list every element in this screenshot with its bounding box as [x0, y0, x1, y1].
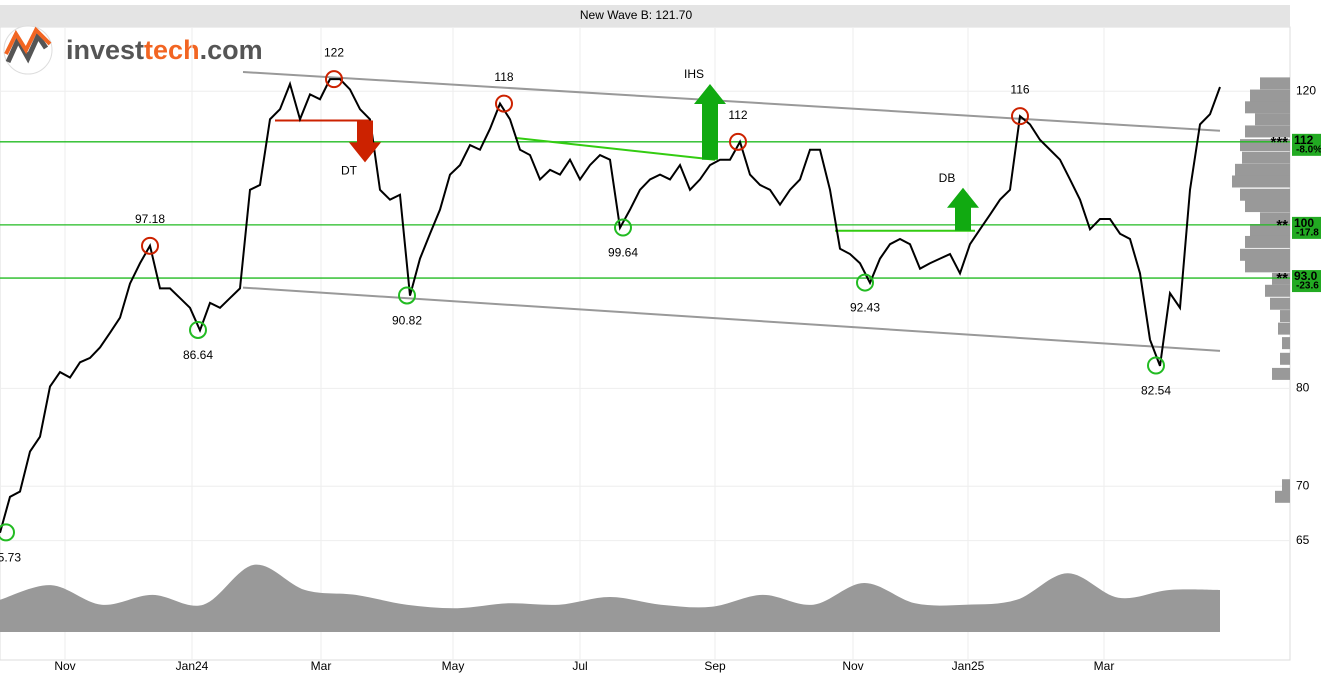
profile-bar	[1280, 310, 1290, 323]
extreme-marker	[325, 70, 343, 89]
trend-line	[514, 136, 716, 161]
level-stars: **	[1276, 217, 1288, 234]
profile-bar	[1282, 479, 1290, 492]
profile-bar	[1265, 284, 1290, 297]
extreme-marker	[1147, 356, 1165, 375]
header-bar	[0, 5, 1290, 27]
profile-bar	[1272, 367, 1290, 380]
logo-zigzag-accent	[4, 26, 52, 55]
extreme-marker	[614, 218, 632, 237]
profile-bar	[1260, 212, 1290, 225]
profile-bar	[1255, 113, 1290, 126]
volume-area	[0, 564, 1220, 632]
extreme-label: 65.73	[0, 551, 21, 565]
price-line	[0, 78, 1221, 533]
profile-bar	[1240, 188, 1290, 201]
level-label: 93.0	[1294, 269, 1318, 283]
signal-arrow	[349, 120, 381, 163]
x-tick-label: Nov	[842, 659, 863, 673]
profile-bar	[1250, 89, 1290, 102]
profile-bar	[1232, 175, 1290, 188]
profile-bar	[1245, 260, 1290, 273]
logo-part: tech	[144, 35, 200, 65]
extreme-marker	[0, 523, 15, 542]
profile-bar	[1282, 337, 1290, 350]
x-tick-label: Sep	[704, 659, 726, 673]
x-tick-label: Jan25	[952, 659, 985, 673]
profile-bar	[1240, 248, 1290, 261]
header-title: New Wave B: 121.70	[580, 8, 693, 22]
profile-bar	[1275, 490, 1290, 503]
profile-bar	[1242, 151, 1290, 164]
x-tick-label: Mar	[1094, 659, 1115, 673]
plot-area	[0, 26, 1291, 661]
profile-bar	[1270, 297, 1290, 310]
signal-label: DT	[341, 164, 358, 178]
y-tick-label: 80	[1296, 381, 1310, 395]
extreme-label: 99.64	[608, 246, 638, 260]
profile-bar	[1278, 322, 1290, 335]
y-tick-label: 70	[1296, 478, 1310, 492]
profile-bar	[1272, 272, 1290, 285]
signal-label: IHS	[684, 67, 704, 81]
level-change: -17.8	[1296, 228, 1319, 239]
y-tick-label: 120	[1296, 83, 1316, 97]
x-tick-label: Nov	[54, 659, 75, 673]
extreme-marker	[856, 273, 874, 292]
level-label: 112	[1294, 133, 1314, 147]
x-tick-label: Jul	[572, 659, 587, 673]
logo-part: .com	[200, 35, 263, 65]
profile-bar	[1250, 224, 1290, 237]
level-stars: ***	[1270, 134, 1288, 151]
trend-line	[242, 286, 1221, 352]
extreme-label: 92.43	[850, 301, 880, 315]
x-tick-label: May	[442, 659, 465, 673]
logo-text: investtech.com	[66, 35, 263, 65]
x-tick-label: Mar	[311, 659, 332, 673]
profile-bar	[1235, 163, 1290, 176]
profile-bar	[1280, 352, 1290, 365]
extreme-label: 112	[728, 108, 747, 122]
level-box	[1292, 216, 1321, 239]
extreme-label: 118	[494, 70, 513, 84]
trend-line	[242, 70, 1221, 132]
extreme-marker	[729, 132, 747, 151]
level-stars: **	[1276, 270, 1288, 287]
signal-arrow	[947, 187, 979, 231]
extreme-marker	[1011, 107, 1029, 126]
extreme-label: 116	[1010, 82, 1029, 96]
profile-bar	[1245, 101, 1290, 114]
signal-label: DB	[939, 171, 956, 185]
extreme-label: 86.64	[183, 348, 213, 362]
extreme-label: 122	[324, 45, 344, 59]
profile-bar	[1260, 77, 1290, 90]
extreme-marker	[189, 320, 207, 339]
logo: investtech.com	[3, 25, 263, 75]
profile-bar	[1245, 235, 1290, 248]
extreme-marker	[398, 286, 416, 305]
level-change: -23.6	[1296, 281, 1319, 292]
level-box	[1292, 133, 1321, 156]
extreme-label: 97.18	[135, 212, 165, 226]
level-label: 100	[1294, 216, 1314, 230]
logo-part: invest	[66, 35, 144, 65]
signal-arrow	[694, 83, 726, 160]
profile-bar	[1245, 200, 1290, 213]
extreme-marker	[141, 236, 159, 255]
y-tick-label: 65	[1296, 533, 1310, 547]
level-change: -8.0%	[1296, 144, 1321, 155]
level-box	[1292, 270, 1321, 293]
profile-bar	[1245, 125, 1290, 138]
extreme-marker	[495, 94, 513, 113]
extreme-label: 90.82	[392, 314, 422, 328]
x-tick-label: Jan24	[176, 659, 209, 673]
logo-zigzag	[5, 30, 49, 64]
extreme-label: 82.54	[1141, 384, 1171, 398]
